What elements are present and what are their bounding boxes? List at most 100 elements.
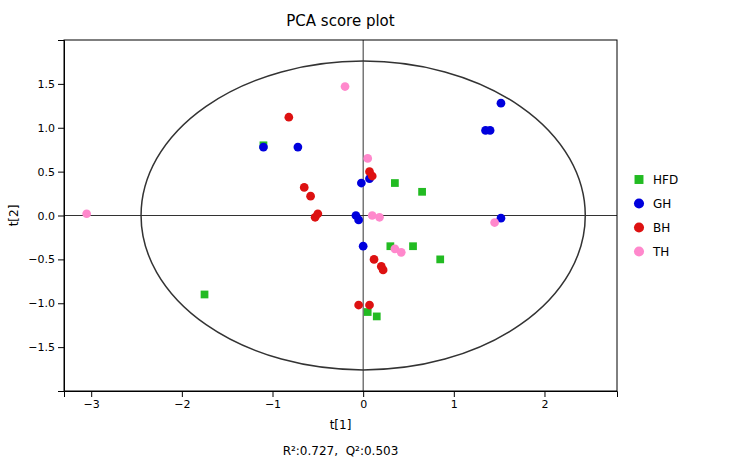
point <box>365 301 374 310</box>
point <box>370 255 379 264</box>
tick-mark <box>58 259 64 260</box>
legend-item: GH <box>634 197 671 211</box>
point <box>363 154 372 163</box>
tick: −1.0 <box>28 297 64 310</box>
point <box>300 183 309 192</box>
point <box>373 313 381 321</box>
point <box>409 242 417 250</box>
tick-mark <box>273 391 274 397</box>
tick: 0.0 <box>38 210 65 223</box>
legend-symbol <box>635 175 644 184</box>
plot-frame <box>64 40 617 391</box>
tick-mark <box>454 391 455 397</box>
annotation: R²:0.727, Q²:0.503 <box>283 444 399 458</box>
tick-label: 0 <box>360 398 367 411</box>
point <box>364 308 372 316</box>
series-points <box>284 113 387 310</box>
tick: −0.5 <box>28 253 64 266</box>
tick: 1.0 <box>38 122 65 135</box>
legend-label: TH <box>652 245 669 259</box>
tick-mark <box>58 303 64 304</box>
chart: −3 −2 −1 0 1 2 −1.5 −1.0 −0.5 0.0 0.5 1.0 1.5 PCA sco… <box>0 0 747 465</box>
point <box>313 209 322 218</box>
series-points <box>201 141 444 320</box>
legend-symbol <box>634 222 644 232</box>
tick-label: −2 <box>174 398 190 411</box>
series-points <box>259 99 505 251</box>
tick: −1 <box>265 391 281 411</box>
tick: 2 <box>541 391 548 411</box>
title: PCA score plot <box>286 12 394 30</box>
tick-label: −1.5 <box>28 341 55 354</box>
tick-mark <box>58 216 64 217</box>
y-axis-label: t[2] <box>7 205 21 227</box>
tick-mark <box>58 84 64 85</box>
series-points <box>82 82 499 257</box>
point <box>397 248 406 257</box>
tick-mark <box>363 391 364 397</box>
point <box>368 211 377 220</box>
point <box>486 126 495 135</box>
tick-label: −3 <box>84 398 100 411</box>
legend-symbol <box>634 198 644 208</box>
tick-mark <box>91 391 92 397</box>
axis-line <box>65 392 618 398</box>
point <box>490 218 499 227</box>
point <box>294 143 303 152</box>
point <box>352 211 361 220</box>
point <box>357 179 366 188</box>
legend-label: HFD <box>653 173 678 187</box>
tick-mark <box>182 391 183 397</box>
point <box>379 266 388 275</box>
point <box>284 113 293 122</box>
tick-label: −1.0 <box>28 297 55 310</box>
tick-label: 1.0 <box>38 122 56 135</box>
tick: 1 <box>451 391 458 411</box>
tick-mark <box>544 391 545 397</box>
tick: −3 <box>84 391 100 411</box>
legend-label: BH <box>653 221 670 235</box>
point <box>368 172 377 181</box>
tick-label: 0.5 <box>38 166 56 179</box>
tick-label: 2 <box>541 398 548 411</box>
plot: −3 −2 −1 0 1 2 −1.5 −1.0 −0.5 0.0 0.5 1.0 1.5 <box>28 40 617 411</box>
legend-label: GH <box>653 197 671 211</box>
tick-label: −0.5 <box>28 253 55 266</box>
point <box>436 256 444 264</box>
tick-label: 1.5 <box>38 78 56 91</box>
tick: 0 <box>360 391 367 411</box>
legend-symbol <box>634 246 644 256</box>
marks <box>64 40 617 391</box>
legend-item: BH <box>634 221 670 235</box>
legend-item: TH <box>634 245 669 259</box>
point <box>341 82 350 91</box>
legend-item: HFD <box>635 173 679 187</box>
point <box>354 301 363 310</box>
x-axis-label: t[1] <box>330 418 352 432</box>
tick: −1.5 <box>28 341 64 354</box>
point <box>391 179 399 187</box>
tick-mark <box>58 172 64 173</box>
point <box>306 192 315 201</box>
y-axis: −1.5 −1.0 −0.5 0.0 0.5 1.0 1.5 <box>28 41 64 392</box>
tick: 0.5 <box>38 166 65 179</box>
axis-line <box>58 41 65 392</box>
point <box>82 209 91 218</box>
tick-label: 0.0 <box>38 210 56 223</box>
point <box>418 188 426 196</box>
tick: −2 <box>174 391 190 411</box>
tick-mark <box>58 128 64 129</box>
tick-label: −1 <box>265 398 281 411</box>
legend: HFD GH BH TH <box>634 173 678 259</box>
tick-mark <box>58 347 64 348</box>
point <box>201 291 209 299</box>
tick-label: 1 <box>451 398 458 411</box>
point <box>359 242 368 251</box>
point <box>259 143 268 152</box>
crosshair-vertical <box>363 40 364 391</box>
x-axis: −3 −2 −1 0 1 2 <box>65 391 618 411</box>
point <box>497 99 506 108</box>
crosshair-horizontal <box>64 215 617 216</box>
point <box>375 213 384 222</box>
tick: 1.5 <box>38 78 65 91</box>
